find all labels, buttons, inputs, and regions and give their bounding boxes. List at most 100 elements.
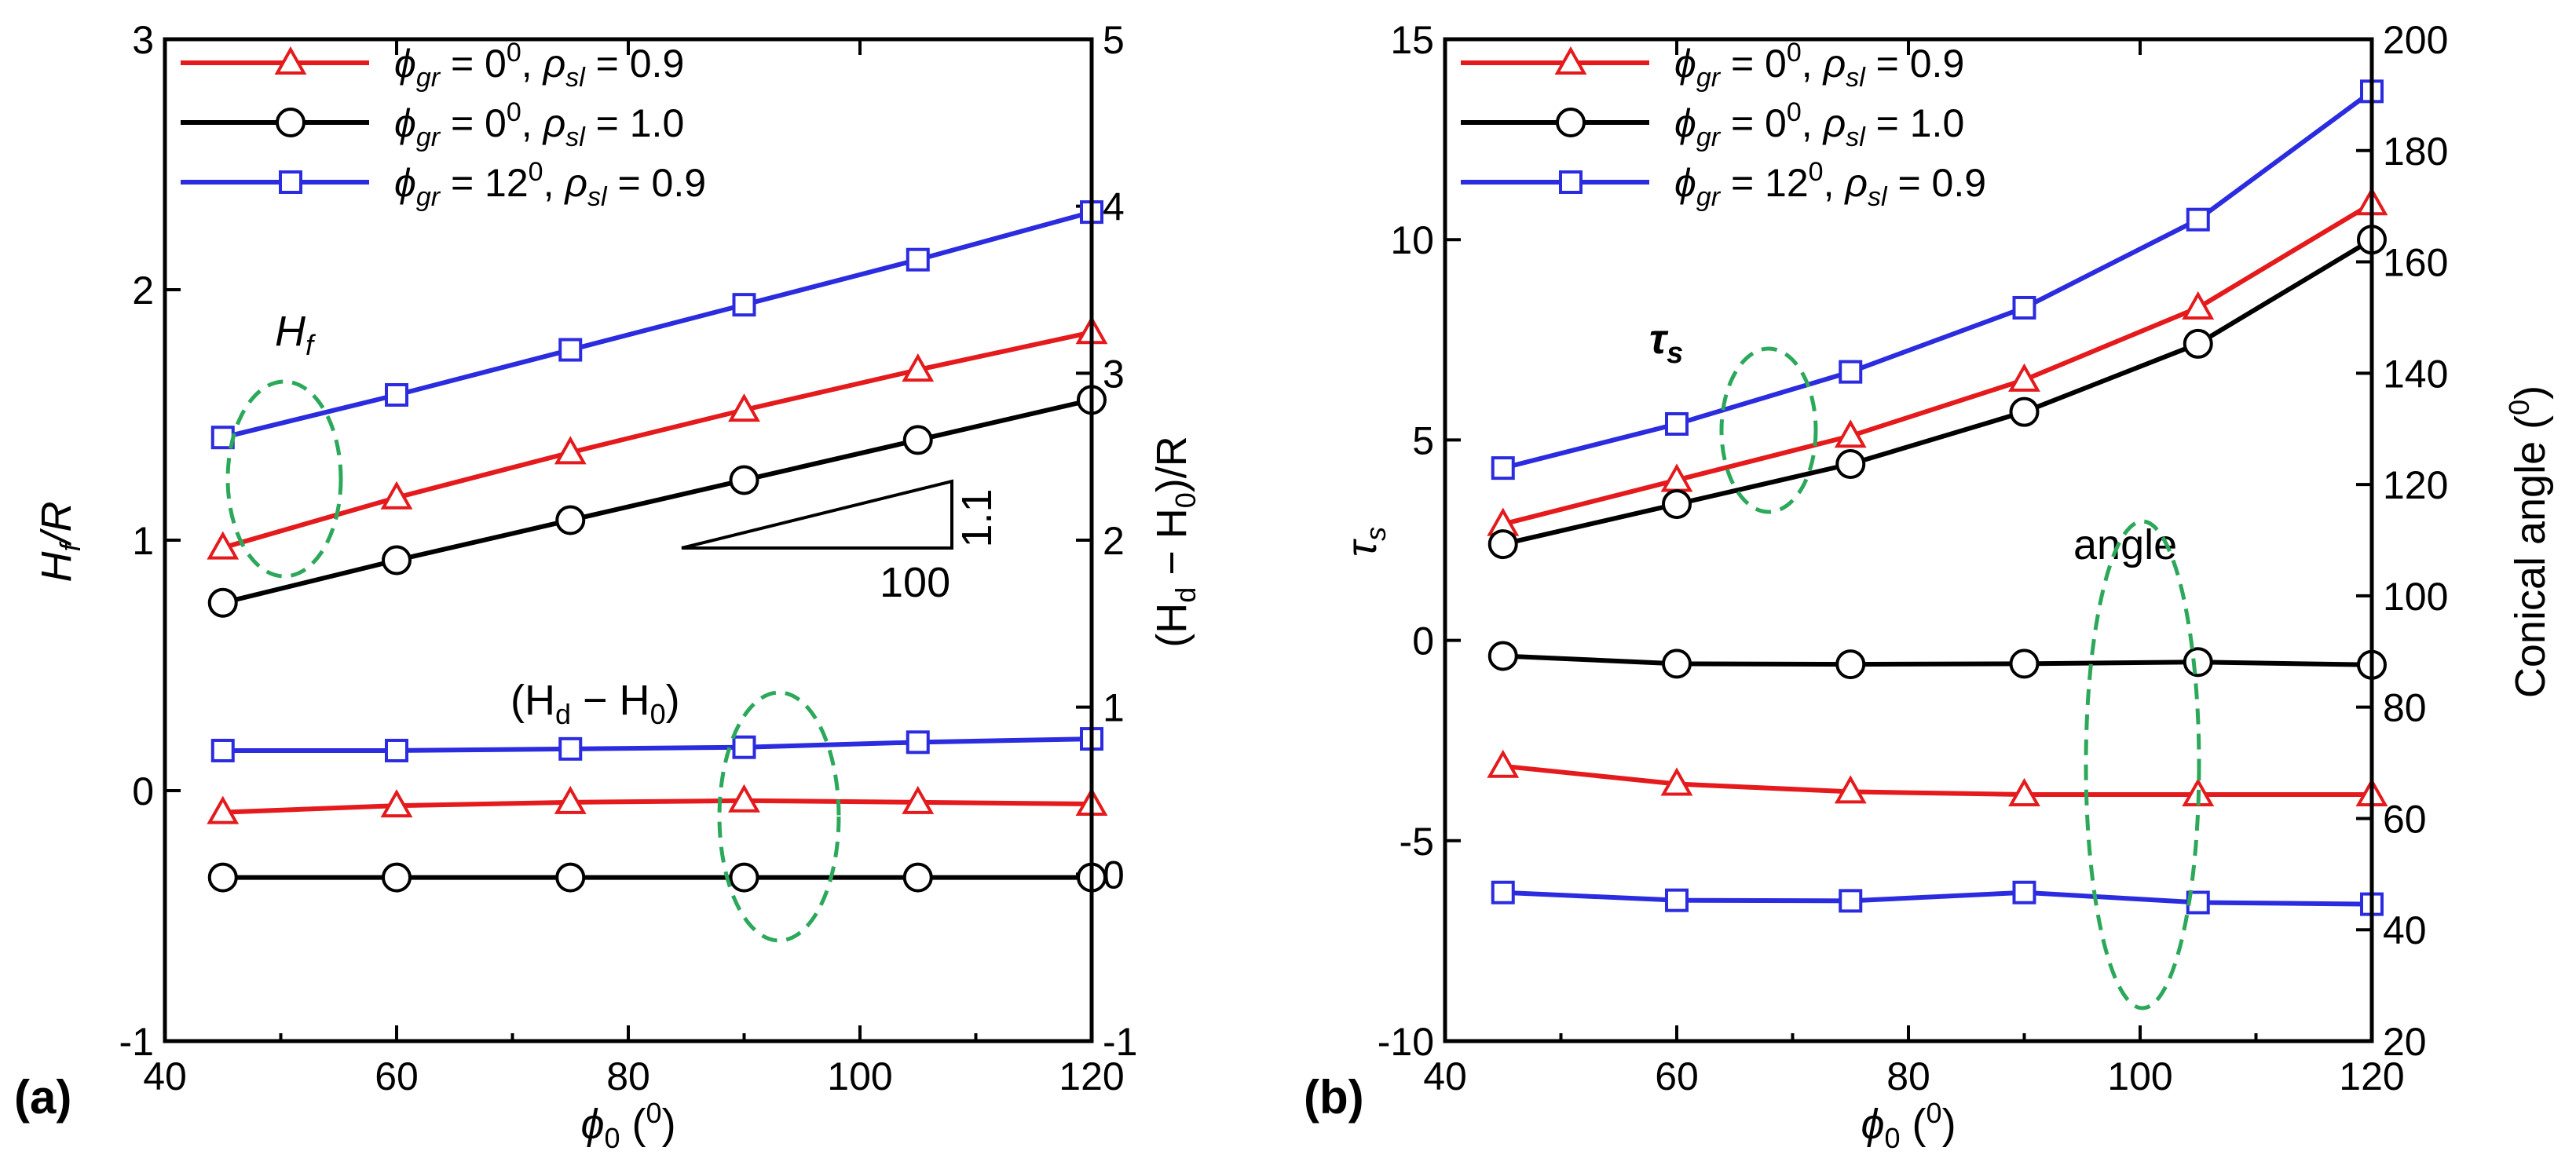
data-point bbox=[555, 505, 586, 535]
data-point bbox=[906, 730, 930, 755]
data-point bbox=[732, 293, 756, 317]
data-point bbox=[1487, 529, 1518, 560]
data-point bbox=[2182, 290, 2215, 320]
data-point bbox=[1835, 649, 1866, 680]
legend-entry: ϕgr = 120, ρsl = 0.9 bbox=[181, 157, 706, 212]
data-point bbox=[382, 545, 412, 576]
slope-triangle bbox=[681, 479, 953, 550]
legend-marker bbox=[1554, 46, 1587, 75]
series-line bbox=[222, 798, 1092, 815]
data-point bbox=[207, 587, 238, 618]
legend-marker bbox=[279, 170, 302, 194]
data-point bbox=[385, 738, 408, 762]
data-point bbox=[555, 862, 586, 893]
annotation-hf: Hf bbox=[275, 308, 317, 361]
y-left-tick-label: 1 bbox=[132, 519, 154, 563]
y-left-tick-label: 0 bbox=[132, 769, 154, 813]
data-point bbox=[1491, 880, 1515, 904]
data-point bbox=[2009, 649, 2040, 679]
y-right-tick-label: 60 bbox=[2383, 797, 2427, 841]
annotation-ellipse-angle bbox=[2084, 519, 2201, 1010]
panel-a-xlabel: ϕ0 (0) bbox=[580, 1097, 675, 1154]
legend-marker bbox=[276, 108, 306, 137]
annotation-hd-h0: (Hd − H0) bbox=[510, 677, 680, 730]
series-tau-black bbox=[1487, 225, 2387, 560]
panel-b-series bbox=[1487, 79, 2388, 916]
y-right-tick-label: 120 bbox=[2383, 463, 2448, 507]
data-point bbox=[1839, 360, 1863, 384]
legend-label: ϕgr = 120, ρsl = 0.9 bbox=[394, 157, 706, 212]
series-line bbox=[1502, 653, 2373, 667]
x-tick-label: 100 bbox=[2107, 1054, 2172, 1098]
panel-b-ylabel-right: Conical angle (0) bbox=[2503, 386, 2554, 698]
y-right-tick-label: 100 bbox=[2383, 575, 2448, 619]
data-point bbox=[380, 789, 413, 818]
data-point bbox=[902, 862, 933, 893]
x-tick-label: 80 bbox=[606, 1054, 650, 1098]
annotation-ellipse-hf bbox=[225, 379, 343, 579]
y-right-tick-label: 200 bbox=[2383, 18, 2448, 62]
y-right-tick-label: -1 bbox=[1103, 1020, 1137, 1064]
y-left-tick-label: 15 bbox=[1390, 18, 1434, 62]
series-line bbox=[222, 736, 1092, 753]
data-point bbox=[1665, 888, 1689, 912]
panel-b-xlabel: ϕ0 (0) bbox=[1861, 1097, 1956, 1154]
data-point bbox=[558, 736, 583, 761]
panel-a-ylabel-left: Hf/R bbox=[33, 501, 86, 582]
slope-run-label: 100 bbox=[880, 559, 950, 606]
y-right-tick-label: 180 bbox=[2383, 130, 2448, 174]
legend-entry: ϕgr = 00, ρsl = 0.9 bbox=[181, 38, 684, 93]
x-tick-label: 100 bbox=[827, 1054, 892, 1098]
data-point bbox=[1491, 456, 1515, 481]
panel-b-ylabel-left: τs bbox=[1338, 527, 1392, 557]
data-point bbox=[207, 531, 240, 560]
y-right-tick-label: 80 bbox=[2383, 686, 2427, 730]
data-point bbox=[1839, 889, 1863, 913]
y-left-tick-label: -10 bbox=[1378, 1020, 1434, 1064]
series-line bbox=[1502, 201, 2373, 527]
y-right-tick-label: 1 bbox=[1103, 686, 1125, 730]
data-point bbox=[1487, 749, 1520, 778]
series-tau-red bbox=[1487, 187, 2388, 536]
series-angle-red bbox=[1487, 749, 2388, 806]
panel-a-plot-frame bbox=[163, 37, 1094, 1043]
panel-a-ylabel-right: (Hd − H0)/R bbox=[1148, 436, 1202, 648]
data-point bbox=[558, 338, 583, 362]
x-tick-label: 80 bbox=[1886, 1054, 1930, 1098]
data-point bbox=[2186, 207, 2210, 232]
series-line bbox=[1502, 890, 2373, 907]
data-point bbox=[380, 481, 413, 510]
y-left-tick-label: -5 bbox=[1400, 820, 1434, 864]
series-line bbox=[221, 330, 1092, 550]
series-Hd-H0-red bbox=[207, 784, 1108, 824]
legend-marker bbox=[1556, 108, 1586, 137]
data-point bbox=[906, 247, 930, 272]
legend-label: ϕgr = 120, ρsl = 0.9 bbox=[1674, 157, 1986, 212]
series-H_f-blue bbox=[210, 200, 1103, 450]
data-point bbox=[207, 795, 240, 824]
panel-b-ticks: 40 60 80 100 120 -10 -5 0 5 10 15 20 40 60 80 100 120 140… bbox=[1378, 18, 2449, 1098]
legend-entry: ϕgr = 00, ρsl = 1.0 bbox=[181, 97, 684, 152]
y-left-tick-label: -1 bbox=[119, 1020, 154, 1064]
y-left-tick-label: 3 bbox=[132, 18, 154, 62]
data-point bbox=[2009, 396, 2040, 427]
data-point bbox=[2012, 880, 2036, 904]
x-tick-label: 60 bbox=[1655, 1054, 1699, 1098]
legend-marker bbox=[274, 46, 307, 75]
data-point bbox=[2008, 777, 2040, 806]
y-left-tick-label: 0 bbox=[1412, 619, 1434, 663]
legend-label: ϕgr = 00, ρsl = 1.0 bbox=[394, 97, 684, 152]
slope-rise-label: 1.1 bbox=[953, 488, 1001, 547]
data-point bbox=[728, 784, 760, 813]
data-point bbox=[1834, 775, 1867, 804]
series-line bbox=[222, 397, 1092, 605]
y-right-tick-label: 5 bbox=[1103, 18, 1125, 62]
series-line bbox=[1502, 763, 2372, 797]
data-point bbox=[902, 353, 935, 382]
x-tick-label: 120 bbox=[1059, 1054, 1124, 1098]
data-point bbox=[2012, 295, 2036, 320]
annotation-tau: τs bbox=[1649, 316, 1683, 370]
panel-b-label: (b) bbox=[1304, 1071, 1364, 1124]
y-right-tick-label: 160 bbox=[2383, 241, 2448, 285]
